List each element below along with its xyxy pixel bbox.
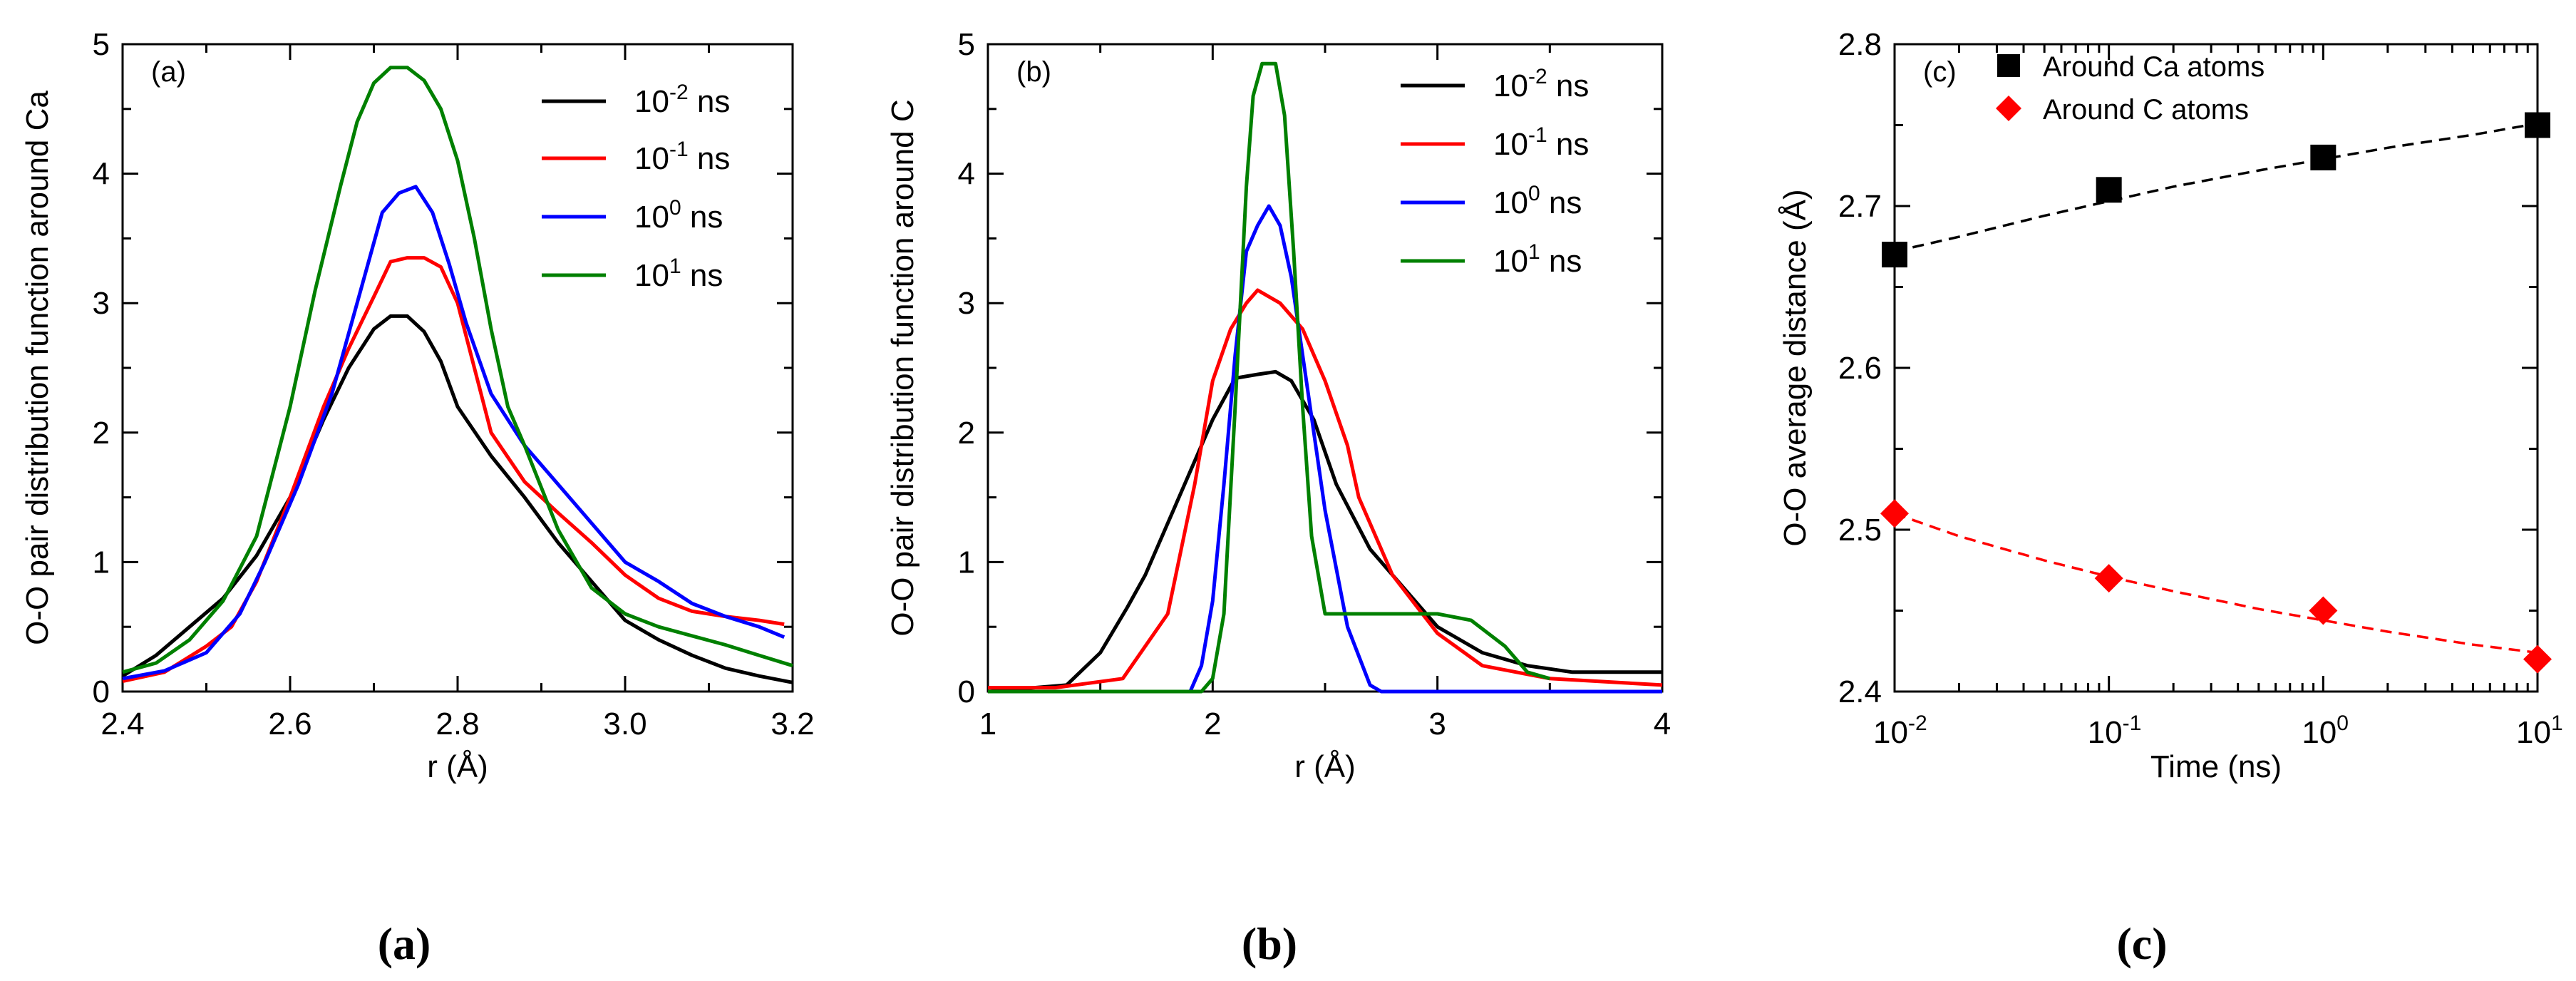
series-line-1 (987, 369, 1662, 694)
y-tick-label: 2.5 (1838, 513, 1882, 548)
y-axis-label: O-O pair distribution function around Ca (20, 91, 55, 645)
x-tick-label: 10-2 (1873, 712, 1927, 750)
subfigure-caption: (b) (1242, 918, 1297, 969)
data-point-square (2525, 112, 2550, 138)
x-tick-label: 10-1 (2088, 712, 2142, 750)
subfigure-caption: (c) (2116, 918, 2167, 969)
panel-label: (c) (1923, 56, 1957, 88)
panel-label: (a) (151, 56, 186, 88)
legend-entry-4: 101 ns (542, 255, 723, 293)
legend-entry-2: 10-1 ns (1401, 123, 1589, 162)
y-tick-label: 4 (93, 157, 110, 192)
x-tick-label: 3.2 (771, 707, 814, 741)
x-axis-label: r (Å) (427, 749, 488, 784)
y-tick-label: 1 (958, 545, 975, 580)
y-tick-label: 0 (93, 674, 110, 709)
y-tick-label: 4 (958, 157, 975, 192)
y-axis-label: O-O average distance (Å) (1778, 189, 1813, 546)
x-tick-label: 100 (2302, 712, 2349, 750)
legend-label: 101 ns (634, 255, 723, 293)
x-tick-label: 2 (1204, 707, 1221, 741)
y-tick-label: 2.8 (1838, 27, 1882, 62)
y-tick-label: 2.4 (1838, 674, 1882, 709)
legend-entry-3: 100 ns (1401, 182, 1582, 220)
legend-entry-2: Around C atoms (1996, 94, 2249, 125)
series-line-1 (121, 314, 793, 684)
y-axis-label: O-O pair distribution function around C (885, 99, 920, 636)
data-point-square (2096, 177, 2122, 203)
x-tick-label: 101 (2516, 712, 2563, 750)
legend-marker-square (1997, 54, 2020, 77)
fit-line-1 (1894, 122, 2538, 253)
y-tick-label: 3 (958, 286, 975, 321)
legend-label: 10-1 ns (1493, 123, 1589, 162)
x-axis-label: r (Å) (1294, 749, 1356, 784)
y-tick-label: 2 (93, 416, 110, 451)
legend-label: 100 ns (634, 196, 723, 235)
legend-label: 10-2 ns (634, 81, 730, 119)
plot-frame (1893, 43, 2539, 693)
series-line-4 (122, 66, 793, 674)
y-tick-label: 5 (958, 27, 975, 62)
x-tick-label: 1 (979, 707, 996, 741)
legend-label: Around Ca atoms (2043, 51, 2265, 83)
data-point-diamond (1880, 499, 1909, 528)
legend-entry-1: Around Ca atoms (1997, 51, 2265, 83)
y-tick-label: 3 (93, 286, 110, 321)
legend-marker-diamond (1996, 96, 2021, 121)
legend-label: 10-1 ns (634, 138, 730, 176)
y-tick-label: 2.6 (1838, 351, 1882, 386)
y-tick-label: 1 (93, 545, 110, 580)
data-point-diamond (2094, 564, 2123, 593)
legend-label: Around C atoms (2043, 94, 2249, 125)
series-line-2 (988, 288, 1663, 690)
series-line-4 (988, 61, 1550, 694)
x-tick-label: 2.8 (436, 707, 479, 741)
legend-entry-4: 101 ns (1401, 240, 1582, 279)
x-tick-label: 3 (1428, 707, 1446, 741)
x-tick-label: 2.4 (101, 707, 144, 741)
y-tick-label: 2 (958, 416, 975, 451)
data-point-diamond (2309, 596, 2338, 625)
panel-1: 0 1 2 3 4 5 2.4 2.6 2.8 3.0 3.2 r (Å) O-O pair distr… (20, 27, 815, 969)
x-tick-label: 4 (1654, 707, 1671, 741)
x-tick-label: 2.6 (268, 707, 311, 741)
subfigure-caption: (a) (378, 918, 431, 969)
y-tick-label: 0 (958, 674, 975, 709)
legend-entry-1: 10-2 ns (1401, 65, 1589, 103)
legend-label: 10-2 ns (1493, 65, 1589, 103)
panel-3: 2.4 2.5 2.6 2.7 2.8 10-2 10-1 100 101 Time (ns) O-… (1778, 27, 2563, 969)
legend-label: 101 ns (1493, 240, 1582, 279)
series-line-2 (122, 256, 785, 683)
data-point-diamond (2523, 644, 2552, 674)
fit-line-2 (1894, 512, 2538, 654)
legend-entry-1: 10-2 ns (542, 81, 730, 119)
series-line-3 (122, 185, 785, 681)
panel-label: (b) (1016, 56, 1051, 88)
y-tick-label: 5 (93, 27, 110, 62)
data-point-square (1882, 242, 1907, 268)
data-point-square (2310, 144, 2337, 170)
x-tick-label: 3.0 (603, 707, 646, 741)
legend-entry-3: 100 ns (542, 196, 723, 235)
x-axis-label: Time (ns) (2150, 749, 2282, 784)
legend-entry-2: 10-1 ns (542, 138, 730, 176)
legend-label: 100 ns (1493, 182, 1582, 220)
y-tick-label: 2.7 (1838, 189, 1882, 224)
series-line-3 (988, 204, 1662, 694)
